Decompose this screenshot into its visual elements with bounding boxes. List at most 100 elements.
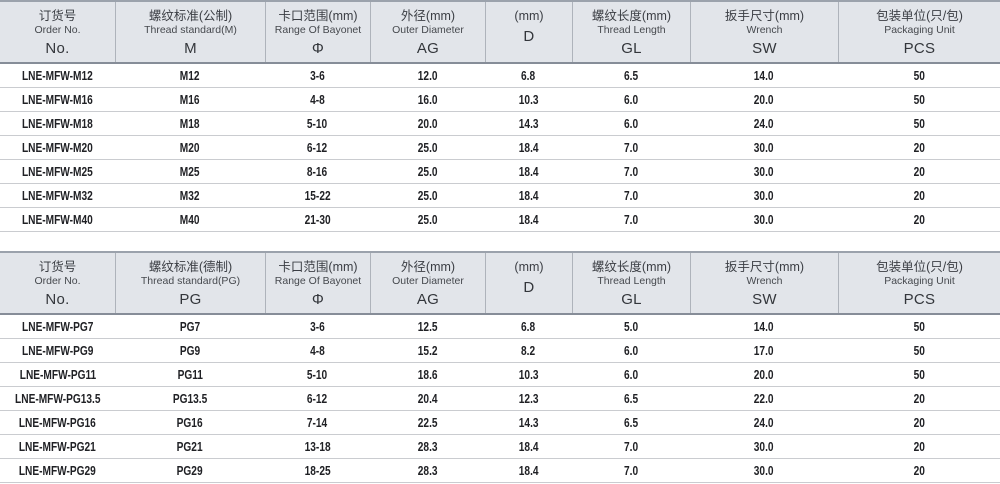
cell-value: 6.0 (623, 115, 639, 131)
cell-value: 20 (913, 187, 925, 203)
cell-thread-length: 6.0 (572, 342, 690, 360)
cell-packaging-unit: 20 (838, 390, 1000, 408)
cell-value: LNE-MFW-M25 (22, 163, 93, 179)
cell-packaging-unit: 20 (838, 414, 1000, 432)
cell-thread-length: 6.0 (572, 91, 690, 109)
cell-value: LNE-MFW-PG9 (21, 342, 94, 358)
column-header-outer-diameter: 外径(mm) Outer Diameter AG (370, 253, 485, 313)
cell-thread-standard: M32 (115, 187, 265, 205)
cell-wrench-size: 30.0 (690, 187, 838, 205)
cell-packaging-unit: 20 (838, 211, 1000, 229)
cell-value: 12.0 (417, 67, 438, 83)
column-header-wrench-size: 扳手尺寸(mm) Wrench SW (690, 253, 838, 313)
table-row: LNE-MFW-PG11 PG11 5-10 18.6 10.3 6.0 20.0 50 (0, 363, 1000, 387)
cell-order-no: LNE-MFW-PG16 (0, 414, 115, 432)
column-header-bayonet-range: 卡口范围(mm) Range Of Bayonet Φ (265, 2, 370, 62)
column-header-thread-standard-zh: 螺纹标准(德制) (148, 260, 233, 274)
cell-value: 10.3 (518, 366, 539, 382)
cell-value: LNE-MFW-PG21 (19, 438, 96, 454)
cell-packaging-unit: 20 (838, 438, 1000, 456)
table-row: LNE-MFW-PG7 PG7 3-6 12.5 6.8 5.0 14.0 50 (0, 315, 1000, 339)
cell-thread-length: 7.0 (572, 438, 690, 456)
table-row: LNE-MFW-M18 M18 5-10 20.0 14.3 6.0 24.0 50 (0, 112, 1000, 136)
cell-value: 20 (913, 163, 925, 179)
cell-value: PG13.5 (172, 390, 208, 406)
column-header-thread-length-zh: 螺纹长度(mm) (591, 260, 672, 274)
cell-packaging-unit: 50 (838, 115, 1000, 133)
cell-value: 14.3 (518, 115, 539, 131)
cell-outer-diameter: 25.0 (370, 139, 485, 157)
column-header-outer-diameter: 外径(mm) Outer Diameter AG (370, 2, 485, 62)
cell-value: 13-18 (304, 438, 331, 454)
cell-value: M25 (180, 163, 200, 179)
table-row: LNE-MFW-M12 M12 3-6 12.0 6.8 6.5 14.0 50 (0, 64, 1000, 88)
cell-value: 12.5 (417, 318, 438, 334)
cell-bayonet-range: 3-6 (265, 318, 370, 336)
table-row: LNE-MFW-M25 M25 8-16 25.0 18.4 7.0 30.0 20 (0, 160, 1000, 184)
cell-value: M12 (180, 67, 200, 83)
cell-value: LNE-MFW-PG13.5 (14, 390, 101, 406)
cell-diameter-d: 10.3 (485, 366, 572, 384)
cell-thread-length: 6.0 (572, 366, 690, 384)
column-header-thread-standard: 螺纹标准(公制) Thread standard(M) M (115, 2, 265, 62)
cell-value: 24.0 (754, 115, 774, 131)
cell-thread-standard: PG29 (115, 462, 265, 480)
cell-value: 25.0 (417, 163, 438, 179)
cell-value: LNE-MFW-M16 (22, 91, 93, 107)
cell-value: 18.4 (518, 163, 539, 179)
column-header-diameter-d-zh: (mm) (514, 9, 544, 23)
column-header-order-no-symbol: No. (45, 291, 70, 308)
cell-value: 30.0 (754, 163, 774, 179)
cell-outer-diameter: 18.6 (370, 366, 485, 384)
cell-value: 6-12 (307, 390, 328, 406)
cell-outer-diameter: 25.0 (370, 163, 485, 181)
cell-value: 4-8 (310, 342, 325, 358)
cell-value: 18.4 (518, 462, 539, 478)
cell-value: 30.0 (754, 187, 774, 203)
cell-value: 7.0 (623, 187, 639, 203)
cell-wrench-size: 20.0 (690, 366, 838, 384)
cell-value: 3-6 (310, 67, 325, 83)
column-header-thread-standard: 螺纹标准(德制) Thread standard(PG) PG (115, 253, 265, 313)
cell-order-no: LNE-MFW-PG9 (0, 342, 115, 360)
column-header-bayonet-range-en: Range Of Bayonet (274, 275, 362, 287)
cell-packaging-unit: 50 (838, 318, 1000, 336)
cell-order-no: LNE-MFW-M12 (0, 67, 115, 85)
cell-value: 5.0 (623, 318, 639, 334)
cell-value: 6.0 (623, 342, 639, 358)
cell-diameter-d: 18.4 (485, 139, 572, 157)
cell-value: PG29 (177, 462, 203, 478)
column-header-bayonet-range-zh: 卡口范围(mm) (278, 260, 358, 274)
table-header: 订货号 Order No. No. 螺纹标准(公制) Thread standard(M… (0, 2, 1000, 64)
cell-value: 20 (913, 390, 925, 406)
cell-bayonet-range: 3-6 (265, 67, 370, 85)
column-header-packaging-unit: 包装单位(只/包) Packaging Unit PCS (838, 2, 1000, 62)
column-header-thread-length-symbol: GL (621, 40, 642, 57)
cell-thread-standard: M40 (115, 211, 265, 229)
column-header-bayonet-range-symbol: Φ (311, 291, 325, 308)
column-header-diameter-d-symbol: D (523, 28, 535, 45)
cell-value: 25.0 (417, 139, 438, 155)
cell-thread-standard: M20 (115, 139, 265, 157)
cell-thread-length: 7.0 (572, 163, 690, 181)
cell-diameter-d: 18.4 (485, 187, 572, 205)
cell-packaging-unit: 50 (838, 91, 1000, 109)
cell-bayonet-range: 13-18 (265, 438, 370, 456)
cell-thread-standard: M12 (115, 67, 265, 85)
cell-order-no: LNE-MFW-M32 (0, 187, 115, 205)
column-header-thread-length-en: Thread Length (597, 275, 666, 287)
column-header-wrench-size-zh: 扳手尺寸(mm) (724, 9, 805, 23)
column-header-wrench-size: 扳手尺寸(mm) Wrench SW (690, 2, 838, 62)
table-gap (0, 232, 1000, 251)
cell-value: 50 (913, 67, 925, 83)
cell-wrench-size: 14.0 (690, 318, 838, 336)
cell-bayonet-range: 4-8 (265, 91, 370, 109)
cell-value: 17.0 (754, 342, 774, 358)
cell-thread-standard: PG7 (115, 318, 265, 336)
column-header-packaging-unit-symbol: PCS (903, 291, 936, 308)
cell-diameter-d: 10.3 (485, 91, 572, 109)
cell-value: 15-22 (304, 187, 331, 203)
cell-bayonet-range: 5-10 (265, 366, 370, 384)
cell-outer-diameter: 25.0 (370, 211, 485, 229)
cell-packaging-unit: 50 (838, 366, 1000, 384)
